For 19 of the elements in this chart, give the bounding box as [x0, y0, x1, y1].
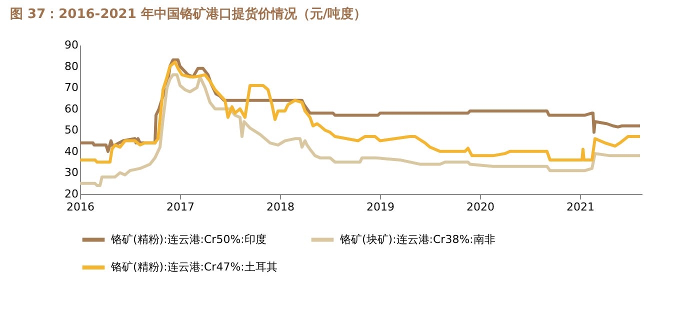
legend-label: 铬矿(块矿):连云港:Cr38%:南非 — [339, 232, 496, 246]
legend-label: 铬矿(精粉):连云港:Cr47%:土耳其 — [110, 260, 278, 274]
x-tick-label: 2017 — [166, 200, 194, 214]
y-tick-label: 50 — [64, 124, 78, 137]
x-tick-label: 2019 — [366, 200, 394, 214]
x-tick-label: 2016 — [66, 200, 94, 214]
y-tick-label: 90 — [64, 38, 78, 52]
y-tick-label: 80 — [64, 60, 78, 73]
y-tick-label: 30 — [64, 166, 78, 180]
x-tick-label: 2021 — [566, 200, 594, 214]
y-tick-label: 40 — [64, 144, 78, 158]
y-tick-label: 20 — [64, 188, 78, 200]
chart-title: 图 37：2016-2021 年中国铬矿港口提货价情况（元/吨度） — [10, 6, 367, 22]
y-tick-label: 70 — [64, 81, 78, 94]
x-tick-label: 2018 — [266, 200, 294, 214]
y-tick-label: 60 — [64, 102, 78, 116]
x-tick-label: 2020 — [466, 200, 494, 214]
legend-label: 铬矿(精粉):连云港:Cr50%:印度 — [110, 232, 266, 246]
line-series — [78, 73, 642, 187]
